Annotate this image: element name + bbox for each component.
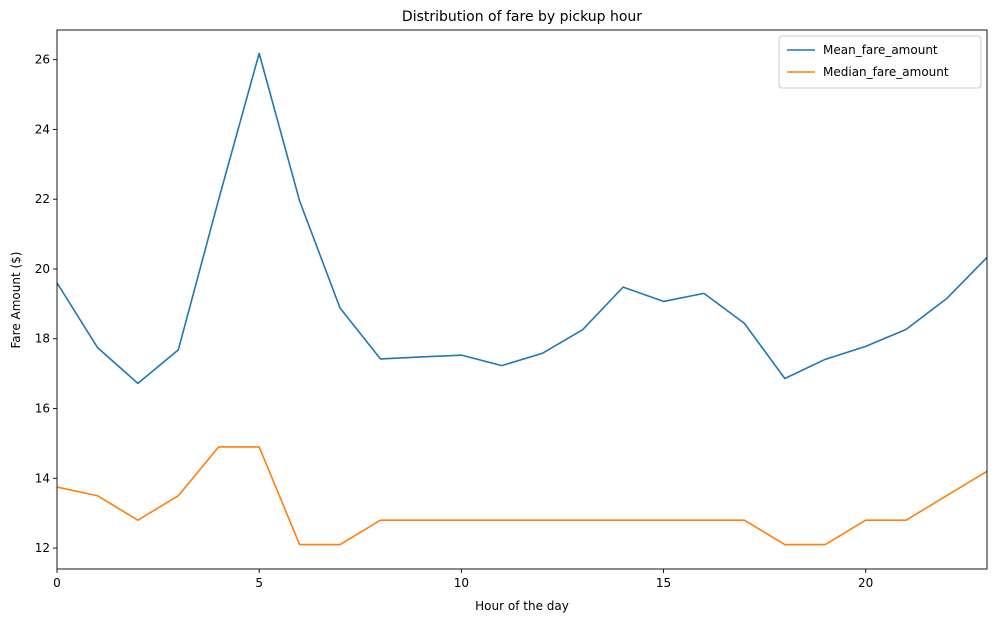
y-tick-label: 22 [35,192,50,206]
x-tick-label: 10 [454,576,469,590]
y-tick-label: 20 [35,262,50,276]
y-tick-label: 14 [35,471,50,485]
series-line-0 [57,52,987,385]
y-axis-label: Fare Amount ($) [9,252,23,349]
plot-frame [56,29,988,570]
plot-area: 0 5 10 15 20 12 14 16 18 20 22 24 26 Mean_fare_amount… [35,29,988,590]
y-tick-label: 12 [35,541,50,555]
series-line-1 [57,446,987,546]
x-tick-label: 5 [255,576,263,590]
chart-title: Distribution of fare by pickup hour [402,9,642,25]
legend-box [778,35,982,89]
y-tick-label: 18 [35,332,50,346]
x-tick-label: 20 [858,576,873,590]
legend-label-1: Median_fare_amount [823,65,949,79]
x-axis-label: Hour of the day [475,599,569,613]
legend-label-0: Mean_fare_amount [823,43,938,57]
y-tick-label: 26 [35,53,50,67]
x-tick-label: 15 [656,576,671,590]
y-tick-label: 16 [35,402,50,416]
y-tick-label: 24 [35,122,50,136]
x-tick-label: 0 [53,576,61,590]
